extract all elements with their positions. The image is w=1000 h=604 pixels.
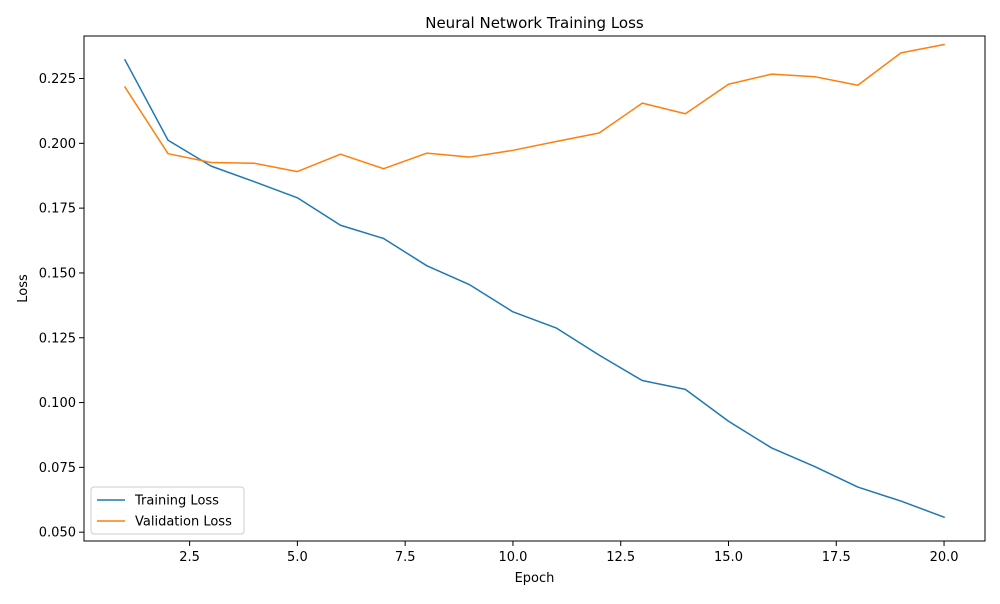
plot-frame (83, 35, 986, 542)
x-tick-label: 10.0 (498, 550, 527, 565)
x-tick-label: 5.0 (287, 550, 308, 565)
y-tick-label: 0.125 (39, 331, 76, 346)
series-line-training-loss (123, 58, 946, 519)
x-tick-label: 15.0 (714, 550, 743, 565)
chart-title: Neural Network Training Loss (425, 14, 644, 32)
y-tick-label: 0.100 (39, 396, 76, 411)
y-axis-ticks: 0.050 0.075 0.100 0.125 0.150 0.175 0.200 0.225 (39, 72, 84, 541)
x-tick-label: 17.5 (822, 550, 851, 565)
x-tick-label: 2.5 (179, 550, 200, 565)
y-tick-label: 0.225 (39, 72, 76, 87)
series-line-validation-loss (123, 43, 945, 173)
x-axis-ticks: 2.5 5.0 7.5 10.0 12.5 15.0 17.5 20.0 (179, 541, 959, 565)
legend-label-training-loss: Training Loss (134, 494, 219, 509)
legend: Training Loss Validation Loss (90, 486, 245, 535)
x-tick-label: 7.5 (395, 550, 416, 565)
y-axis-label: Loss (16, 274, 31, 303)
y-tick-label: 0.175 (39, 202, 76, 217)
x-tick-label: 12.5 (606, 550, 635, 565)
legend-label-validation-loss: Validation Loss (135, 515, 232, 530)
series-layer (123, 43, 946, 519)
y-tick-label: 0.200 (39, 137, 76, 152)
x-axis-label: Epoch (515, 571, 555, 586)
y-tick-label: 0.150 (39, 266, 76, 281)
plot-area (84, 36, 985, 541)
y-tick-label: 0.050 (39, 526, 76, 541)
legend-box (90, 486, 245, 535)
x-tick-label: 20.0 (930, 550, 959, 565)
y-tick-label: 0.075 (39, 461, 76, 476)
